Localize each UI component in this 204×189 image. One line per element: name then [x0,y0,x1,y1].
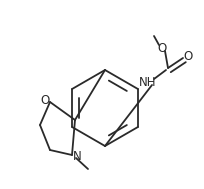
Text: O: O [183,50,193,64]
Text: O: O [157,42,167,54]
Text: NH: NH [139,77,157,90]
Text: N: N [73,150,81,163]
Text: O: O [40,94,50,106]
